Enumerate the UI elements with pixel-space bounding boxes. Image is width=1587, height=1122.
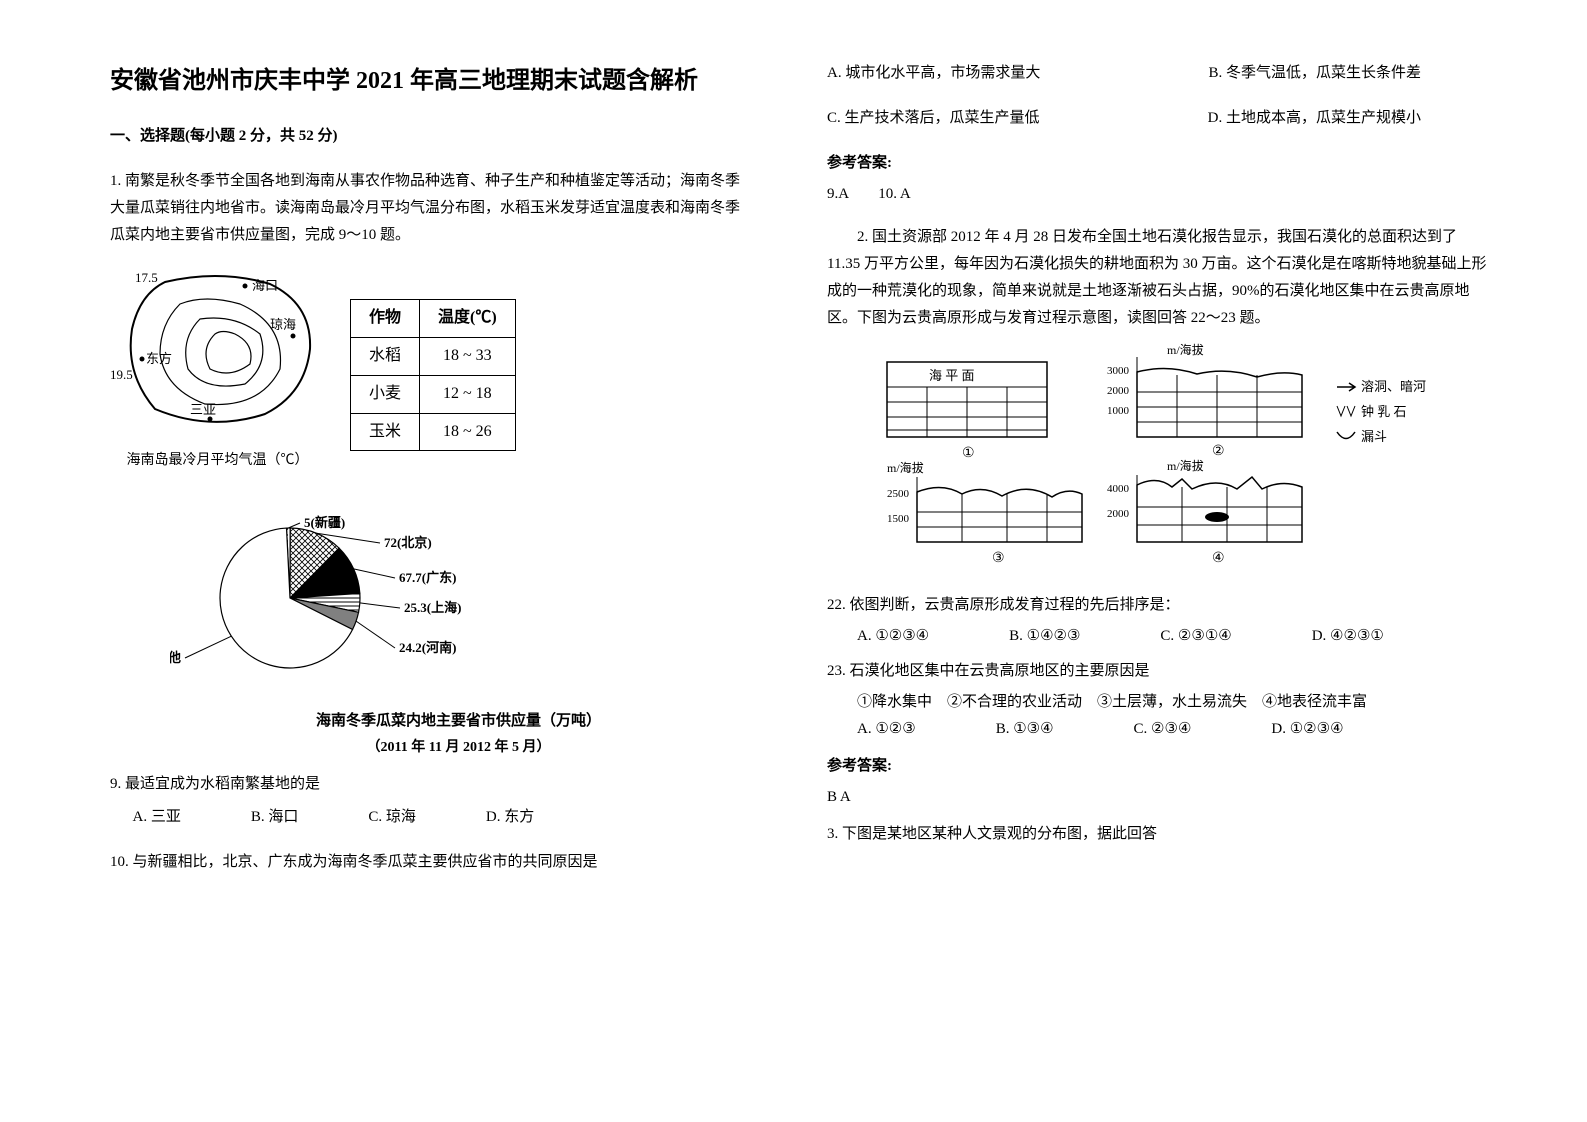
map-caption: 海南岛最冷月平均气温（℃） (110, 448, 325, 473)
hainan-map: 17.5 19.5 海口 琼海 东方 三亚 海南岛最冷月平均气温（℃） (110, 264, 325, 473)
svg-text:2000: 2000 (1107, 508, 1130, 520)
q10-text: 10. 与新疆相比，北京、广东成为海南冬季瓜菜主要供应省市的共同原因是 (110, 849, 747, 876)
answer-label-2: 参考答案: (827, 753, 1487, 780)
q23-b: B. ①③④ (996, 716, 1054, 743)
p2-id: ② (1212, 444, 1225, 459)
table-row: 小麦 12 ~ 18 (351, 375, 516, 413)
legend-2: 钟 乳 石 (1361, 404, 1407, 419)
page-title: 安徽省池州市庆丰中学 2021 年高三地理期末试题含解析 (110, 60, 747, 103)
hainan-map-svg: 17.5 19.5 海口 琼海 东方 三亚 (110, 264, 325, 434)
pie-chart: 5(新疆) 72(北京) 67.7(广东) 25.3(上海) 24.2(河南) 390.4… (170, 508, 747, 760)
q9-options: A. 三亚 B. 海口 C. 琼海 D. 东方 (133, 804, 748, 831)
map-label-dongfang: 东方 (146, 351, 172, 366)
answer-label-1: 参考答案: (827, 150, 1487, 177)
q23-c: C. ②③④ (1134, 716, 1192, 743)
svg-text:4000: 4000 (1107, 483, 1130, 495)
svg-text:5(新疆): 5(新疆) (304, 515, 345, 530)
q22-text: 22. 依图判断，云贵高原形成发育过程的先后排序是： (827, 592, 1487, 619)
q9-opt-d: D. 东方 (486, 804, 534, 831)
map-label-qionghai: 琼海 (270, 317, 296, 332)
svg-text:390.4 其他: 390.4 其他 (170, 650, 181, 665)
q22-b: B. ①④②③ (1009, 623, 1080, 650)
svg-text:24.2(河南): 24.2(河南) (399, 640, 456, 655)
legend-3: 漏斗 (1361, 429, 1387, 444)
q9-opt-c: C. 琼海 (368, 804, 416, 831)
q22-options: A. ①②③④ B. ①④②③ C. ②③①④ D. ④②③① (857, 623, 1487, 650)
table-row: 玉米 18 ~ 26 (351, 413, 516, 451)
p3-label: m/海拔 (887, 460, 924, 475)
q10-opt-b: B. 冬季气温低，瓜菜生长条件差 (1208, 60, 1421, 87)
th-temp: 温度(℃) (420, 300, 516, 338)
q10-opt-a: A. 城市化水平高，市场需求量大 (827, 60, 1040, 87)
q23-options: A. ①②③ B. ①③④ C. ②③④ D. ①②③④ (857, 716, 1487, 743)
right-column: A. 城市化水平高，市场需求量大 B. 冬季气温低，瓜菜生长条件差 C. 生产技… (787, 60, 1517, 1082)
pie-subtitle: （2011 年 11 月 2012 年 5 月） (170, 735, 747, 760)
q22-c: C. ②③①④ (1160, 623, 1231, 650)
svg-text:1000: 1000 (1107, 405, 1130, 417)
p1-id: ① (962, 446, 975, 461)
svg-text:25.3(上海): 25.3(上海) (404, 600, 461, 615)
q10-opt-d: D. 土地成本高，瓜菜生产规模小 (1208, 105, 1421, 132)
q10-opt-c: C. 生产技术落后，瓜菜生产量低 (827, 105, 1040, 132)
q23-a: A. ①②③ (857, 716, 916, 743)
left-column: 安徽省池州市庆丰中学 2021 年高三地理期末试题含解析 一、选择题(每小题 2… (80, 60, 787, 1082)
p4-id: ④ (1212, 551, 1225, 566)
svg-text:1500: 1500 (887, 513, 910, 525)
map-label-haikou: 海口 (252, 278, 278, 293)
q22-d: D. ④②③① (1312, 623, 1384, 650)
q2-stem: 2. 国土资源部 2012 年 4 月 28 日发布全国土地石漠化报告显示，我国… (827, 224, 1487, 332)
svg-text:2000: 2000 (1107, 385, 1130, 397)
q9-opt-a: A. 三亚 (133, 804, 181, 831)
q22-a: A. ①②③④ (857, 623, 929, 650)
legend-1: 溶洞、暗河 (1361, 379, 1426, 394)
answer-1: 9.A 10. A (827, 181, 1487, 208)
map-table-row: 17.5 19.5 海口 琼海 东方 三亚 海南岛最冷月平均气温（℃） 作物 温… (110, 264, 747, 473)
q10-row1: A. 城市化水平高，市场需求量大 B. 冬季气温低，瓜菜生长条件差 (827, 60, 1421, 87)
map-label-sanya: 三亚 (190, 402, 216, 417)
q3-text: 3. 下图是某地区某种人文景观的分布图，据此回答 (827, 821, 1487, 848)
pie-svg: 5(新疆) 72(北京) 67.7(广东) 25.3(上海) 24.2(河南) 390.4… (170, 508, 530, 688)
th-crop: 作物 (351, 300, 420, 338)
q1-stem: 1. 南繁是秋冬季节全国各地到海南从事农作物品种选育、种子生产和种植鉴定等活动；… (110, 168, 747, 249)
svg-text:72(北京): 72(北京) (384, 535, 432, 550)
q23-text: 23. 石漠化地区集中在云贵高原地区的主要原因是 (827, 658, 1487, 685)
pie-title: 海南冬季瓜菜内地主要省市供应量（万吨） (170, 708, 747, 735)
karst-svg: 海 平 面 ① m/海拔 3000 2000 1 (867, 342, 1487, 572)
answer-2: B A (827, 784, 1487, 811)
table-row: 水稻 18 ~ 33 (351, 337, 516, 375)
q23-sub: ①降水集中 ②不合理的农业活动 ③土层薄，水土易流失 ④地表径流丰富 (857, 689, 1487, 716)
p1-label: 海 平 面 (929, 368, 975, 383)
map-label-tl: 17.5 (135, 270, 158, 285)
svg-text:2500: 2500 (887, 488, 910, 500)
p3-id: ③ (992, 551, 1005, 566)
crop-table: 作物 温度(℃) 水稻 18 ~ 33 小麦 12 ~ 18 玉米 18 ~ 2… (350, 299, 516, 451)
q9-opt-b: B. 海口 (251, 804, 299, 831)
q23-d: D. ①②③④ (1271, 716, 1343, 743)
p2-label: m/海拔 (1167, 342, 1204, 357)
q10-row2: C. 生产技术落后，瓜菜生产量低 D. 土地成本高，瓜菜生产规模小 (827, 105, 1421, 132)
section-header: 一、选择题(每小题 2 分，共 52 分) (110, 123, 747, 150)
svg-text:3000: 3000 (1107, 365, 1130, 377)
p4-label: m/海拔 (1167, 458, 1204, 473)
svg-text:67.7(广东): 67.7(广东) (399, 570, 456, 585)
map-label-bl: 19.5 (110, 367, 133, 382)
karst-diagram: 海 平 面 ① m/海拔 3000 2000 1 (867, 342, 1487, 582)
q9-text: 9. 最适宜成为水稻南繁基地的是 (110, 771, 747, 798)
